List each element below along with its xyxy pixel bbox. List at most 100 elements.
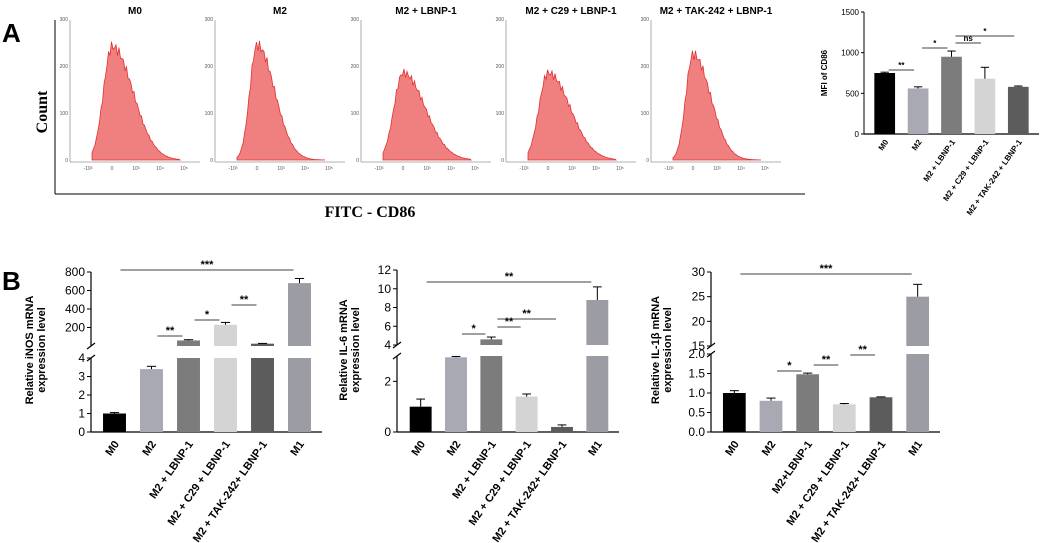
y-tick-label: 1.5 xyxy=(688,367,705,381)
axis-break-mark xyxy=(86,342,96,350)
category-label-1: M0 xyxy=(723,439,742,458)
significance-label-2: ** xyxy=(505,316,514,328)
bar-2 xyxy=(140,369,163,432)
significance-label-4: *** xyxy=(820,263,834,275)
significance-label-3: ** xyxy=(240,294,249,306)
histogram-curve xyxy=(527,69,618,161)
bar-break-gap xyxy=(479,345,504,356)
histogram-x-tick: 10⁴ xyxy=(156,166,164,172)
y-axis-label: Relative iNOS mRNA xyxy=(24,296,36,405)
bar-break-gap xyxy=(250,346,275,358)
significance-label-3: ** xyxy=(858,344,867,356)
histogram-y-tick: 0 xyxy=(65,158,68,164)
histogram-title: M2 + C29 + LBNP-1 xyxy=(525,6,617,17)
bar-3 xyxy=(177,340,200,432)
histogram-y-tick: 300 xyxy=(641,17,650,23)
y-tick-label: 1000 xyxy=(841,49,859,58)
bar-5 xyxy=(551,426,573,432)
category-label-4: M2 + C29 + LBNP-1 xyxy=(467,439,534,528)
histogram-x-tick: 10⁵ xyxy=(180,166,188,172)
significance-label-2: ** xyxy=(822,354,831,366)
category-label-5: M2 + TAK-242 + LBNP-1 xyxy=(965,138,1024,217)
y-tick-label: 20 xyxy=(692,314,706,328)
histogram-x-tick: 10⁵ xyxy=(471,166,479,172)
bar-1 xyxy=(722,393,746,432)
histogram-x-tick: 0 xyxy=(111,166,114,172)
significance-label-1: ** xyxy=(166,325,175,337)
bar-3 xyxy=(941,56,962,134)
histogram-y-tick: 100 xyxy=(351,111,360,117)
y-axis-label: expression level xyxy=(36,307,48,393)
category-label-1: M0 xyxy=(410,439,429,458)
histogram-x-tick: 10⁴ xyxy=(737,166,745,172)
histogram-curve xyxy=(382,68,473,161)
y-tick-label: 800 xyxy=(65,265,85,279)
y-tick-label: 0 xyxy=(78,425,85,439)
histogram-y-tick: 0 xyxy=(646,158,649,164)
significance-label-1: ** xyxy=(898,61,905,70)
histogram-y-tick: 0 xyxy=(210,158,213,164)
histogram-x-tick: 10³ xyxy=(277,166,285,172)
significance-label-2: * xyxy=(933,39,937,48)
histogram-x-tick: -10³ xyxy=(229,166,238,172)
y-tick-label: 25 xyxy=(692,290,706,304)
histogram-title: M2 xyxy=(273,6,287,17)
bar-break-gap xyxy=(585,345,610,356)
category-label-6: M1 xyxy=(907,439,926,458)
y-axis-label: expression level xyxy=(350,307,362,393)
histogram-title: M2 + TAK-242 + LBNP-1 xyxy=(660,6,773,17)
histogram-y-tick: 300 xyxy=(60,17,69,23)
category-label-4: M2 + C29 + LBNP-1 xyxy=(784,439,851,528)
histogram-x-tick: 10³ xyxy=(568,166,576,172)
histogram-y-tick: 200 xyxy=(641,64,650,70)
histogram-x-tick: 10⁵ xyxy=(616,166,624,172)
bar-4 xyxy=(515,396,538,432)
category-label-2: M2 xyxy=(910,138,924,153)
y-tick-label: 2 xyxy=(78,388,85,402)
y-tick-label: 400 xyxy=(65,302,85,316)
bar-5 xyxy=(1007,86,1029,134)
significance-label-1: * xyxy=(472,323,477,335)
bar-3 xyxy=(796,374,820,432)
histogram-x-tick: 0 xyxy=(547,166,550,172)
axis-break-mark xyxy=(392,352,402,360)
y-tick-label: 2 xyxy=(384,374,391,388)
histogram-x-tick: 10³ xyxy=(132,166,140,172)
category-label-5: M2 + TAK-242+ LBNP-1 xyxy=(809,439,888,543)
histogram-title: M0 xyxy=(128,6,142,17)
histogram-x-tick: 10⁴ xyxy=(592,166,600,172)
y-tick-label: 15 xyxy=(692,339,706,353)
category-label-2: M2 xyxy=(445,439,464,458)
bar-5 xyxy=(251,343,274,432)
bar-chart-1: MFI of CD86MFI of CD86050010001500M0M2M2… xyxy=(820,8,1039,217)
histogram-x-tick: -10³ xyxy=(84,166,93,172)
y-tick-label: 30 xyxy=(692,265,706,279)
y-axis-label: MFI of CD86 xyxy=(820,49,829,96)
histogram-1: M0 0 100 200 300 -10³ 0 10³ 10⁴ 10⁵ xyxy=(60,6,200,172)
panel-letter-a: A xyxy=(2,18,21,48)
histogram-x-tick: 10⁴ xyxy=(301,166,309,172)
histogram-x-tick: -10³ xyxy=(520,166,529,172)
y-tick-label: 10 xyxy=(378,282,392,296)
histogram-y-tick: 100 xyxy=(60,111,69,117)
histogram-x-tick: -10³ xyxy=(375,166,384,172)
y-tick-label: 12 xyxy=(378,263,392,277)
bar-6 xyxy=(586,300,609,432)
histogram-title: M2 + LBNP-1 xyxy=(395,6,457,17)
histogram-y-tick: 100 xyxy=(205,111,214,117)
histogram-y-tick: 200 xyxy=(60,64,69,70)
y-tick-label: 1 xyxy=(78,407,85,421)
bar-2 xyxy=(759,400,783,432)
category-label-3: M2 + LBNP-1 xyxy=(922,138,958,184)
histogram-4: M2 + C29 + LBNP-1 0 100 200 300 -10³ 0 10³ 10⁴ 10… xyxy=(496,6,636,172)
bar-4 xyxy=(832,404,856,432)
category-label-2: M2 xyxy=(140,439,159,458)
significance-label-1: * xyxy=(787,360,792,372)
bar-2 xyxy=(907,88,929,134)
category-label-5: M2 + TAK-242+ LBNP-1 xyxy=(191,439,270,543)
histogram-x-tick: 10³ xyxy=(423,166,431,172)
y-tick-label: 200 xyxy=(65,321,85,335)
